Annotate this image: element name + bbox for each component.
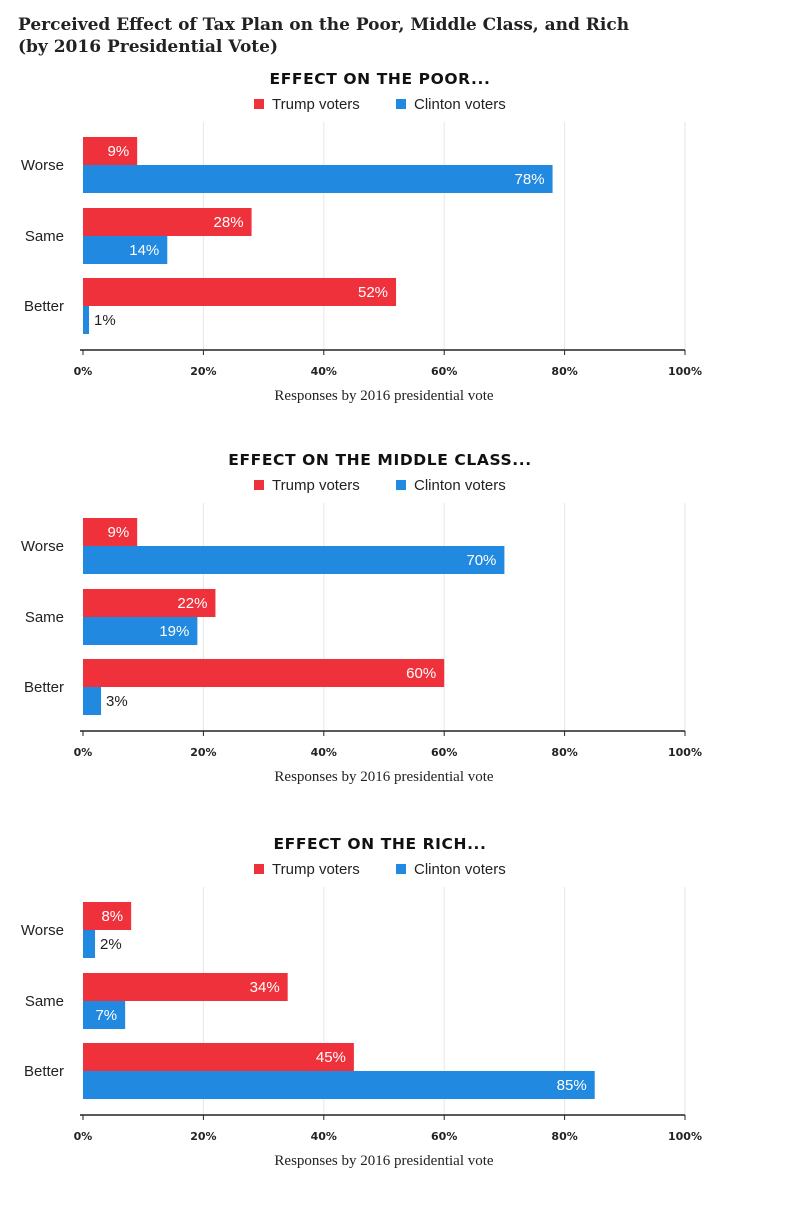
x-axis-title: Responses by 2016 presidential vote — [274, 388, 493, 404]
bar-value-label: 52% — [358, 284, 388, 301]
chart-effect-on-poor: 0% 20% 40% 60% 80% 100% EFFECT ON THE POOR... T… — [21, 70, 702, 404]
x-tick-label: 40% — [311, 746, 337, 759]
legend-label: Clinton voters — [414, 861, 506, 878]
legend-swatch — [254, 99, 264, 109]
legend-swatch — [254, 480, 264, 490]
bar — [83, 930, 96, 958]
page-title-line-2: (by 2016 Presidential Vote) — [18, 37, 278, 57]
category-label: Better — [24, 679, 64, 696]
bar — [83, 236, 168, 264]
bar-value-label: 22% — [177, 595, 207, 612]
x-tick-label: 0% — [74, 365, 93, 378]
category-label: Same — [25, 228, 64, 245]
x-tick-label: 100% — [668, 746, 702, 759]
bar — [83, 617, 198, 645]
x-tick-label: 60% — [431, 365, 457, 378]
category-label: Better — [24, 1063, 64, 1080]
category-label: Worse — [21, 157, 64, 174]
chart-title: EFFECT ON THE POOR... — [270, 70, 491, 88]
category-label: Worse — [21, 922, 64, 939]
legend-label: Clinton voters — [414, 477, 506, 494]
bar-value-label: 85% — [557, 1077, 587, 1094]
x-tick-label: 60% — [431, 746, 457, 759]
bar-value-label: 78% — [515, 171, 545, 188]
legend-label: Trump voters — [272, 861, 360, 878]
category-label: Worse — [21, 538, 64, 555]
x-tick-label: 40% — [311, 365, 337, 378]
x-tick-label: 40% — [311, 1130, 337, 1143]
x-tick-label: 80% — [551, 746, 577, 759]
bar — [83, 306, 90, 334]
bar — [83, 1001, 126, 1029]
x-tick-label: 20% — [190, 365, 216, 378]
legend-label: Clinton voters — [414, 96, 506, 113]
bar-value-label: 45% — [316, 1049, 346, 1066]
bar — [83, 973, 288, 1001]
page-title-line-1: Perceived Effect of Tax Plan on the Poor… — [18, 15, 630, 35]
bar-value-label: 14% — [129, 242, 159, 259]
bar — [83, 518, 138, 546]
chart-effect-on-rich: 0% 20% 40% 60% 80% 100% EFFECT ON THE RICH... T… — [21, 835, 702, 1169]
x-tick-label: 0% — [74, 1130, 93, 1143]
bar — [83, 659, 445, 687]
x-tick-label: 0% — [74, 746, 93, 759]
x-tick-label: 100% — [668, 365, 702, 378]
bar — [83, 165, 553, 193]
bar — [83, 137, 138, 165]
bar — [83, 546, 505, 574]
legend-swatch — [396, 864, 406, 874]
category-label: Same — [25, 609, 64, 626]
legend-swatch — [396, 480, 406, 490]
bar — [83, 1071, 595, 1099]
bar-value-label: 2% — [100, 936, 122, 953]
bar — [83, 687, 102, 715]
category-label: Better — [24, 298, 64, 315]
x-tick-label: 20% — [190, 1130, 216, 1143]
bar-value-label: 28% — [214, 214, 244, 231]
legend-label: Trump voters — [272, 477, 360, 494]
bar-value-label: 34% — [250, 979, 280, 996]
bar-value-label: 1% — [94, 312, 116, 329]
x-tick-label: 20% — [190, 746, 216, 759]
chart-title: EFFECT ON THE RICH... — [273, 835, 486, 853]
bar-value-label: 3% — [106, 693, 128, 710]
bar-value-label: 8% — [101, 908, 123, 925]
legend-swatch — [254, 864, 264, 874]
x-tick-label: 60% — [431, 1130, 457, 1143]
bar — [83, 1043, 354, 1071]
x-tick-label: 80% — [551, 365, 577, 378]
bar-value-label: 7% — [95, 1007, 117, 1024]
x-axis-title: Responses by 2016 presidential vote — [274, 1153, 493, 1169]
category-label: Same — [25, 993, 64, 1010]
bar — [83, 208, 252, 236]
page-title: Perceived Effect of Tax Plan on the Poor… — [18, 14, 718, 58]
legend-swatch — [396, 99, 406, 109]
bar-value-label: 19% — [159, 623, 189, 640]
bar — [83, 902, 132, 930]
chart-title: EFFECT ON THE MIDDLE CLASS... — [228, 451, 532, 469]
bar-value-label: 9% — [107, 143, 129, 160]
bar — [83, 589, 216, 617]
bar-value-label: 9% — [107, 524, 129, 541]
x-tick-label: 100% — [668, 1130, 702, 1143]
chart-effect-on-middle-class: 0% 20% 40% 60% 80% 100% EFFECT ON THE MIDDLE C… — [21, 451, 702, 785]
bar — [83, 278, 397, 306]
x-tick-label: 80% — [551, 1130, 577, 1143]
bar-value-label: 60% — [406, 665, 436, 682]
bar-value-label: 70% — [466, 552, 496, 569]
x-axis-title: Responses by 2016 presidential vote — [274, 769, 493, 785]
legend-label: Trump voters — [272, 96, 360, 113]
